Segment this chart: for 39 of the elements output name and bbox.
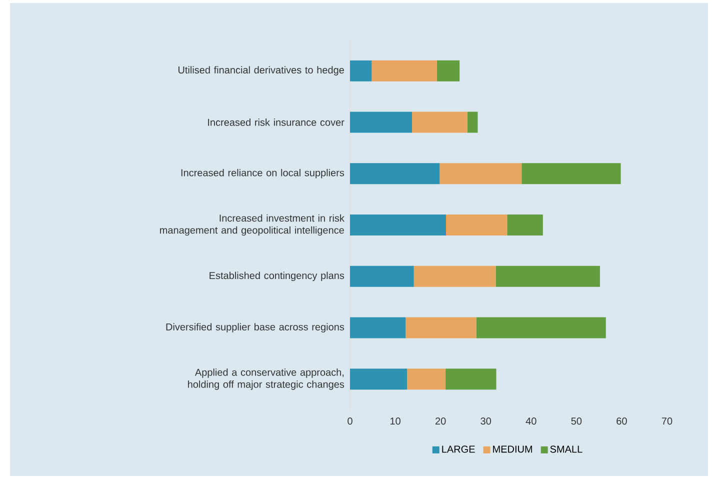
x-tick-label: 60 [616,418,627,425]
bar [407,368,446,390]
x-tick-label: 50 [571,418,582,425]
bar [412,112,468,133]
x-tick-label: 70 [662,418,672,425]
x-tick-label: 20 [436,418,446,425]
y-tick-label: Increased investment in risk management and geopolitical intelligence [160,214,344,236]
bar [496,266,600,287]
y-tick-label: Established contingency plans [210,272,344,282]
bar [350,60,372,82]
x-tick-label: 10 [390,418,400,425]
bar [476,317,606,338]
bar [350,266,414,287]
bar [436,60,460,82]
legend-label: LARGE [442,446,475,453]
bar [350,214,446,236]
bar [350,112,412,133]
bar [440,163,522,184]
bar [446,214,508,236]
y-tick-label: Utilised financial derivatives to hedge [178,66,344,76]
y-tick-label: Diversified supplier base across regions [166,323,344,332]
legend-label: MEDIUM [493,446,532,453]
x-tick-label: 30 [480,418,492,425]
legend-label: SMALL [550,446,582,453]
bar [350,163,440,184]
y-tick-label: Increased risk insurance cover [208,118,344,126]
x-tick-label: 40 [526,418,536,425]
bar [406,317,476,338]
bar [446,368,496,390]
y-tick-label: Applied a conservative approach, holding off major strategic changes [188,368,344,390]
bar [350,368,408,390]
y-tick-label: Increased reliance on local suppliers [181,168,344,178]
bar [414,266,496,287]
x-tick-label: 0 [348,418,352,425]
bar [350,317,406,338]
bar [467,112,478,133]
bar [507,214,543,236]
bar [372,60,437,82]
bar [522,163,621,184]
